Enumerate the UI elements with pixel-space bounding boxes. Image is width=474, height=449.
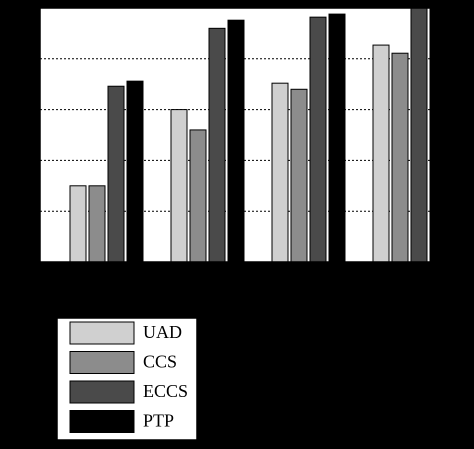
bar (290, 88, 308, 262)
y-tick-label: 3 (27, 102, 34, 117)
bar (328, 13, 346, 262)
bars (69, 8, 444, 262)
legend-label: CCS (143, 352, 177, 372)
legend-swatch (69, 351, 135, 374)
bar (429, 8, 444, 262)
bar (410, 8, 428, 262)
legend-label: ECCS (143, 381, 188, 401)
bar (309, 16, 327, 262)
legend-swatch (69, 380, 135, 404)
bar (271, 82, 289, 262)
legend-label: PTP (143, 411, 174, 431)
plot-frame (39, 7, 445, 263)
y-tick-label: 4 (27, 51, 34, 66)
bar (372, 44, 390, 262)
legend-label: UAD (143, 322, 182, 342)
bar (227, 19, 245, 262)
y-tick-label: 2 (27, 153, 34, 168)
bar (391, 52, 409, 262)
ticks: 0 1 2 3 4 5 (27, 0, 34, 269)
y-tick-label: 0 (27, 254, 34, 269)
bar (208, 27, 226, 262)
bar (88, 185, 106, 262)
y-tick-label: 5 (27, 0, 34, 15)
legend-swatch (69, 321, 135, 345)
legend-swatch (69, 410, 135, 433)
legend: UAD CCS ECCS PTP (69, 321, 188, 433)
bar (69, 185, 87, 262)
bar (107, 85, 125, 262)
bar (126, 80, 144, 262)
bar (170, 109, 188, 262)
bar (189, 129, 207, 262)
y-tick-label: 1 (27, 203, 34, 218)
